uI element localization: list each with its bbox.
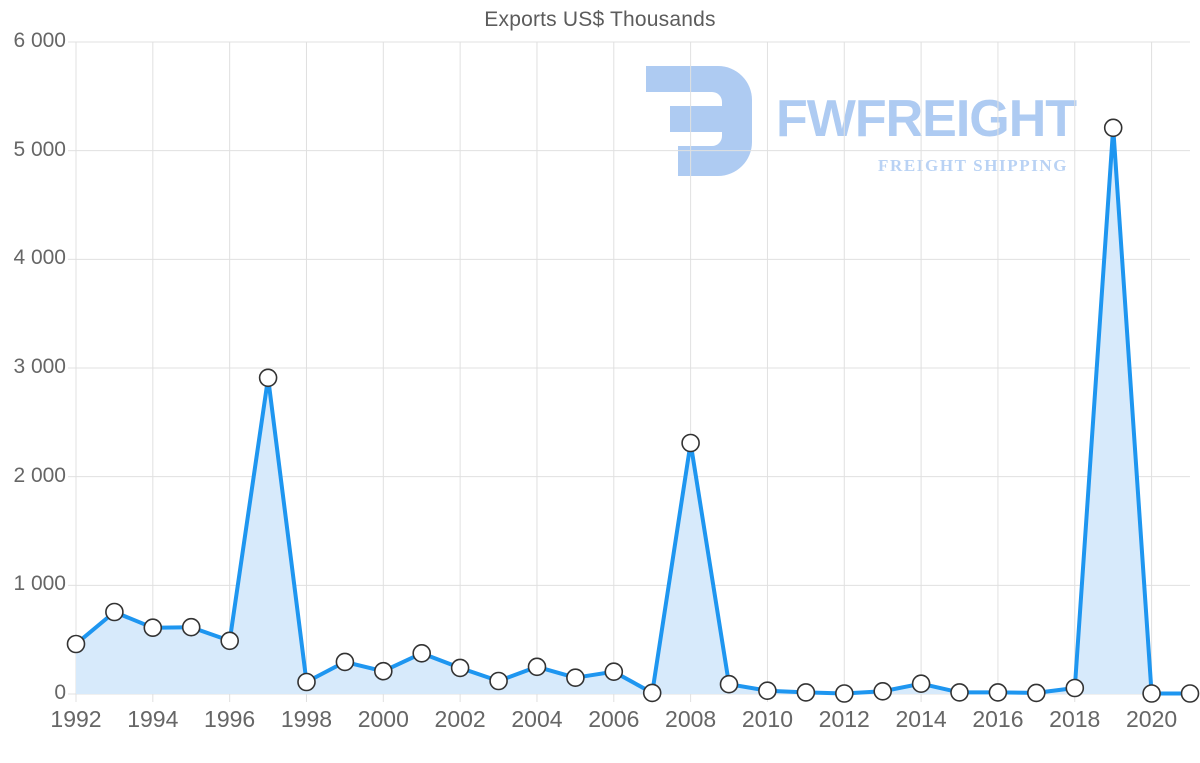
x-axis-tick-label: 1994 [127,706,179,732]
data-point-marker[interactable] [258,368,278,388]
data-point-marker[interactable] [1027,683,1046,703]
x-axis-tick-label: 2010 [741,706,794,732]
data-point-marker[interactable] [1065,678,1085,698]
x-axis-tick-label: 2012 [818,706,870,732]
data-point-marker[interactable] [604,662,624,682]
x-axis-tick-label: 2020 [1125,706,1178,732]
x-axis-tick-label: 2008 [665,706,717,732]
data-point-marker[interactable] [950,683,969,702]
data-point-marker[interactable] [489,671,508,691]
data-point-marker[interactable] [220,631,239,651]
data-point-marker[interactable] [66,634,86,654]
data-point-marker[interactable] [412,643,432,663]
y-axis-tick-label: 1 000 [13,572,66,596]
data-point-marker[interactable] [1180,684,1200,703]
data-point-marker[interactable] [143,618,163,638]
y-axis-tick-label: 5 000 [13,137,66,161]
y-axis-tick-label: 0 [54,681,66,704]
y-axis-tick-label: 4 000 [13,246,66,270]
y-axis-tick-label: 2 000 [13,463,66,487]
data-point-marker[interactable] [681,433,700,453]
data-point-marker[interactable] [988,683,1008,702]
chart-title: Exports US$ Thousands [484,8,716,31]
data-point-marker[interactable] [297,672,316,692]
data-markers[interactable] [66,118,1200,703]
data-point-marker[interactable] [1142,684,1161,703]
data-point-marker[interactable] [873,681,893,701]
data-point-marker[interactable] [796,683,816,702]
data-point-marker[interactable] [527,657,547,677]
x-axis-tick-label: 2004 [511,706,563,732]
data-point-marker[interactable] [834,684,854,703]
data-point-marker[interactable] [105,602,124,622]
x-axis-tick-label: 1996 [204,706,256,732]
y-axis-tick-label: 3 000 [13,355,66,378]
data-point-marker[interactable] [719,674,739,694]
data-point-marker[interactable] [1103,118,1123,138]
x-axis-tick-label: 2016 [972,706,1024,732]
x-axis-tick-label: 2006 [588,706,640,732]
y-grid-lines [68,41,1190,695]
x-axis-tick-label: 1992 [50,706,102,732]
x-axis-tick-label: 2018 [1049,706,1101,732]
data-point-marker[interactable] [335,652,355,672]
data-point-marker[interactable] [181,617,201,637]
area-fill [76,127,1190,695]
x-axis-tick-label: 2002 [434,706,486,732]
data-point-marker[interactable] [911,674,931,694]
y-axis-tick-label: 6 000 [13,29,66,52]
x-axis-tick-label: 2000 [357,706,409,732]
x-axis-tick-label: 1998 [280,706,333,732]
data-point-marker[interactable] [758,681,777,701]
x-axis-tick-label: 2014 [895,706,947,732]
data-point-marker[interactable] [450,658,470,678]
data-point-marker[interactable] [566,668,585,688]
data-point-marker[interactable] [373,661,393,681]
data-point-marker[interactable] [642,683,662,703]
x-grid-lines [75,42,1153,702]
